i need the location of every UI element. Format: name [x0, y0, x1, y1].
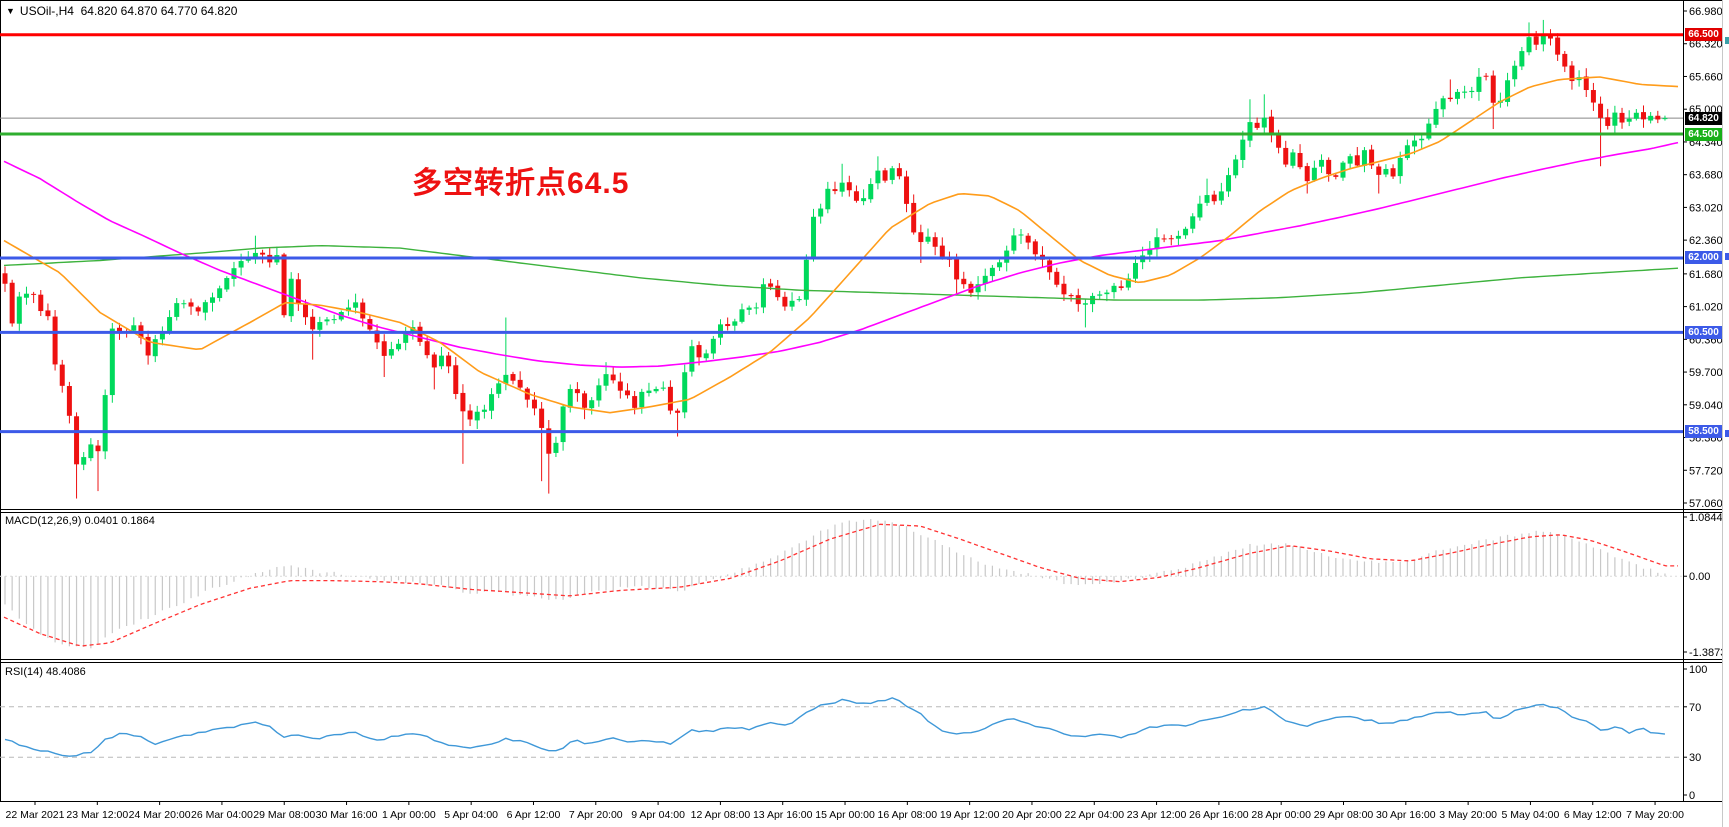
- svg-text:62.360: 62.360: [1689, 235, 1723, 247]
- svg-text:57.060: 57.060: [1689, 498, 1723, 510]
- svg-text:6 May 12:00: 6 May 12:00: [1564, 809, 1622, 821]
- svg-text:22 Apr 04:00: 22 Apr 04:00: [1064, 809, 1124, 821]
- svg-text:100: 100: [1689, 664, 1707, 676]
- macd-panel: [0, 519, 1683, 649]
- svg-text:30: 30: [1689, 752, 1701, 764]
- symbol-timeframe-label: USOil-,H4: [19, 4, 74, 18]
- rsi-line: [4, 697, 1666, 757]
- svg-text:3 May 20:00: 3 May 20:00: [1439, 809, 1497, 821]
- ma-green-line: [3, 244, 1679, 301]
- svg-text:5 Apr 04:00: 5 Apr 04:00: [444, 809, 498, 821]
- svg-text:61.020: 61.020: [1689, 302, 1723, 314]
- svg-text:0.00: 0.00: [1689, 571, 1710, 583]
- edge-marker-tick: [1725, 253, 1729, 260]
- svg-text:5 May 04:00: 5 May 04:00: [1502, 809, 1560, 821]
- price-axis-labels: 66.98066.32065.66065.00064.34063.68063.0…: [1683, 6, 1726, 802]
- ohlc-close: 64.820: [200, 4, 238, 18]
- price-badge-66.500: 66.500: [1685, 28, 1722, 42]
- macd-indicator-label: MACD(12,26,9) 0.0401 0.1864: [5, 515, 155, 527]
- horizontal-levels: [0, 33, 1683, 434]
- svg-text:6 Apr 12:00: 6 Apr 12:00: [507, 809, 561, 821]
- date-axis: 22 Mar 2021 23 Mar 12:00 24 Mar 20:00 26 Ma…: [6, 801, 1684, 821]
- edge-marker-tick: [1725, 37, 1729, 44]
- svg-text:9 Apr 04:00: 9 Apr 04:00: [631, 809, 685, 821]
- svg-text:-1.3873: -1.3873: [1689, 647, 1726, 659]
- svg-text:66.320: 66.320: [1689, 39, 1723, 51]
- svg-text:29 Apr 08:00: 29 Apr 08:00: [1314, 809, 1374, 821]
- svg-text:30 Mar 16:00: 30 Mar 16:00: [316, 809, 378, 821]
- svg-text:12 Apr 08:00: 12 Apr 08:00: [691, 809, 751, 821]
- svg-text:28 Apr 00:00: 28 Apr 00:00: [1251, 809, 1311, 821]
- svg-text:59.700: 59.700: [1689, 367, 1723, 379]
- svg-text:61.680: 61.680: [1689, 269, 1723, 281]
- ohlc-open: 64.820: [80, 4, 118, 18]
- svg-text:59.040: 59.040: [1689, 400, 1723, 412]
- svg-text:7 May 20:00: 7 May 20:00: [1626, 809, 1684, 821]
- panel-frames: [0, 0, 1729, 802]
- svg-text:13 Apr 16:00: 13 Apr 16:00: [753, 809, 813, 821]
- ma-magenta-line: [3, 141, 1679, 368]
- svg-text:24 Mar 20:00: 24 Mar 20:00: [129, 809, 191, 821]
- svg-text:1 Apr 00:00: 1 Apr 00:00: [382, 809, 436, 821]
- svg-text:22 Mar 2021: 22 Mar 2021: [6, 809, 65, 821]
- svg-text:29 Mar 08:00: 29 Mar 08:00: [253, 809, 315, 821]
- svg-text:0: 0: [1689, 790, 1695, 802]
- ohlc-high: 64.870: [120, 4, 158, 18]
- right-edge-scrollbar[interactable]: [1722, 0, 1729, 827]
- svg-text:23 Apr 12:00: 23 Apr 12:00: [1127, 809, 1187, 821]
- svg-text:23 Mar 12:00: 23 Mar 12:00: [66, 809, 128, 821]
- svg-text:63.680: 63.680: [1689, 170, 1723, 182]
- rsi-indicator-label: RSI(14) 48.4086: [5, 666, 86, 678]
- svg-text:66.980: 66.980: [1689, 6, 1723, 18]
- price-badge-60.500: 60.500: [1685, 325, 1722, 339]
- rsi-panel: [0, 706, 1683, 758]
- svg-text:70: 70: [1689, 702, 1701, 714]
- price-badge-64.820: 64.820: [1685, 111, 1722, 125]
- ma-orange-line: [3, 76, 1679, 414]
- price-badge-62.000: 62.000: [1685, 251, 1722, 265]
- svg-text:30 Apr 16:00: 30 Apr 16:00: [1376, 809, 1436, 821]
- edge-marker-tick: [1725, 430, 1729, 437]
- price-badge-64.500: 64.500: [1685, 127, 1722, 141]
- svg-text:26 Apr 16:00: 26 Apr 16:00: [1189, 809, 1249, 821]
- svg-text:57.720: 57.720: [1689, 465, 1723, 477]
- svg-text:7 Apr 20:00: 7 Apr 20:00: [569, 809, 623, 821]
- svg-text:20 Apr 20:00: 20 Apr 20:00: [1002, 809, 1062, 821]
- svg-text:16 Apr 08:00: 16 Apr 08:00: [878, 809, 938, 821]
- price-badge-58.500: 58.500: [1685, 425, 1722, 439]
- chart-title-bar: ▼ USOil-,H4 64.820 64.870 64.770 64.820: [6, 4, 237, 18]
- svg-text:1.0844: 1.0844: [1689, 512, 1723, 524]
- svg-text:19 Apr 12:00: 19 Apr 12:00: [940, 809, 1000, 821]
- svg-text:63.020: 63.020: [1689, 202, 1723, 214]
- svg-text:15 Apr 00:00: 15 Apr 00:00: [815, 809, 875, 821]
- svg-text:26 Mar 04:00: 26 Mar 04:00: [191, 809, 253, 821]
- chart-annotation-text[interactable]: 多空转折点64.5: [412, 167, 630, 200]
- symbol-dropdown-icon[interactable]: ▼: [6, 6, 15, 16]
- svg-text:65.660: 65.660: [1689, 71, 1723, 83]
- ohlc-low: 64.770: [160, 4, 198, 18]
- macd-signal-line: [3, 523, 1678, 647]
